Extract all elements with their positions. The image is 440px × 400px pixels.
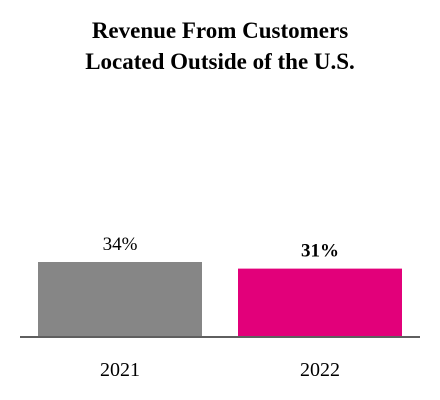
bar-2021 [38,262,202,337]
x-tick-label-2021: 2021 [100,359,140,381]
data-label-2021: 34% [103,234,138,255]
chart-title-line-1: Revenue From Customers [91,18,349,43]
chart-title-line-2: Located Outside of the U.S. [85,49,355,74]
bar-2022 [238,268,402,337]
x-tick-label-2022: 2022 [300,359,340,381]
data-label-2022: 31% [301,241,339,262]
